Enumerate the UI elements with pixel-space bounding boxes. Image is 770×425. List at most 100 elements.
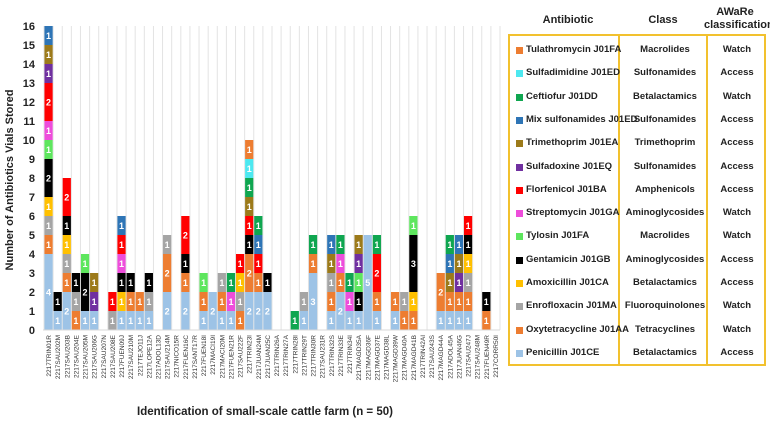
bar-segment-label: 1 (484, 316, 489, 326)
bar-segment-label: 1 (228, 278, 233, 288)
bar-segment-label: 1 (119, 316, 124, 326)
bar-segment (245, 235, 254, 254)
bar-segment-label: 1 (201, 297, 206, 307)
legend-class: Betalactamics (633, 277, 697, 288)
legend-aware: Access (720, 67, 754, 79)
legend-swatch (516, 303, 523, 311)
bar-segment-label: 1 (46, 126, 51, 136)
legend-swatch (516, 93, 523, 101)
bar-segment (163, 254, 172, 292)
bar-segment-label: 1 (73, 297, 78, 307)
bar-segment-label: 1 (301, 316, 306, 326)
bar-segment-label: 1 (466, 316, 471, 326)
bar-segment-label: 1 (247, 202, 252, 212)
x-tick-label: 2217TRIN29T (301, 335, 308, 376)
bar-segment (245, 254, 254, 292)
x-tick-label: 2217TRIN27A (283, 334, 290, 376)
bar-segment-label: 1 (356, 240, 361, 250)
bar-segment-label: 1 (119, 240, 124, 250)
bar-segment-label: 1 (128, 278, 133, 288)
legend-row: Oxytetracycline J01AA Tetracyclines Watch (510, 320, 768, 342)
bar-segment-label: 2 (46, 98, 51, 108)
bar-segment-label: 1 (329, 259, 334, 269)
legend-antibiotic: Oxytetracycline J01AA (526, 323, 629, 335)
x-tick-label: 2217MAGD39W (393, 334, 400, 382)
x-axis-ticks: 2217TRIN01R 2217SAU202M 2217SAU203B 2217SAU… (46, 334, 500, 382)
bar-segment (345, 292, 354, 311)
bar-segment-label: 1 (466, 278, 471, 288)
bar-segment (44, 159, 53, 197)
bar-segment (144, 311, 153, 330)
bar-segment-label: 1 (228, 297, 233, 307)
bar-segment (62, 235, 71, 254)
bar-segment-label: 1 (301, 297, 306, 307)
bar-segment-label: 1 (146, 316, 151, 326)
legend-antibiotic: Ceftiofur J01DD (526, 90, 598, 102)
bar-segment (199, 311, 208, 330)
y-tick-label: 12 (23, 97, 35, 109)
legend-aware: Watch (722, 90, 752, 102)
bar-segment (445, 254, 454, 273)
legend-antibiotic: Gentamicin J01GB (526, 253, 611, 265)
bar-segment-label: 1 (247, 145, 252, 155)
bar-segment-label: 1 (247, 164, 252, 174)
bar-segment (463, 254, 473, 273)
bar-segment-label: 1 (83, 316, 88, 326)
bar-segment-label: 1 (247, 240, 252, 250)
bar-segment (409, 292, 418, 311)
legend-antibiotic: Trimethoprim J01EA (526, 137, 619, 149)
bar-segment (44, 140, 53, 159)
bar-segment (409, 235, 418, 292)
bar-segment (299, 311, 309, 330)
bar-segment-label: 1 (119, 297, 124, 307)
bar-segment (254, 254, 263, 273)
bar-segment (71, 311, 81, 330)
x-tick-label: 2217MAGD44A (438, 334, 445, 380)
bar-segment (336, 235, 345, 254)
bar-segment (117, 311, 126, 330)
bar-segment (245, 216, 254, 235)
bar-segment (372, 254, 381, 292)
bar-segment-label: 2 (183, 307, 188, 317)
bar-segment-label: 1 (146, 278, 151, 288)
x-tick-label: 2217SAU202M (55, 335, 62, 379)
legend-aware: Access (720, 277, 754, 288)
bar-segment (482, 292, 491, 311)
legend-class: Sulfonamides (633, 113, 697, 125)
bar-segment (372, 311, 381, 330)
bar-segment-label: 1 (83, 259, 88, 269)
bar-segment-label: 1 (356, 259, 361, 269)
bar-segment-label: 1 (411, 221, 416, 231)
bar-segment (445, 292, 454, 311)
x-tick-label: 2217TRIN28I (292, 335, 299, 374)
bar-segment-label: 1 (238, 259, 243, 269)
bar-segment (108, 292, 117, 311)
bar-segment-label: 1 (311, 240, 316, 250)
bar-segment-label: 1 (329, 297, 334, 307)
bar-segment (217, 273, 226, 292)
bar-segment-label: 2 (374, 269, 379, 279)
bar-segment-label: 1 (329, 278, 334, 288)
bar-segment-label: 1 (110, 316, 115, 326)
bar-segment-label: 1 (46, 221, 51, 231)
legend-aware: Watch (722, 300, 752, 312)
legend-swatch (516, 233, 523, 241)
legend-antibiotic: Amoxicillin J01CA (526, 277, 609, 288)
bar-segment (163, 292, 172, 330)
bar-segment (445, 235, 454, 254)
bar-segment-label: 1 (456, 240, 461, 250)
bar-segment (263, 292, 272, 330)
bar-segment (44, 216, 53, 235)
bar-segment-label: 2 (165, 307, 170, 317)
bar-segment (245, 140, 254, 159)
bar-segment (290, 311, 299, 330)
x-tick-label: 2217SAU243S (429, 334, 436, 378)
legend-aware: Access (720, 160, 754, 172)
bar-segment (454, 292, 464, 311)
legend-row: Sulfadoxine J01EQ Sulfonamides Access (510, 157, 768, 179)
bar-segment-label: 1 (46, 31, 51, 41)
bar-segment-label: 1 (238, 278, 243, 288)
bar-segment (181, 292, 190, 330)
bar-segment-label: 1 (456, 297, 461, 307)
bar-segment-label: 1 (402, 297, 407, 307)
